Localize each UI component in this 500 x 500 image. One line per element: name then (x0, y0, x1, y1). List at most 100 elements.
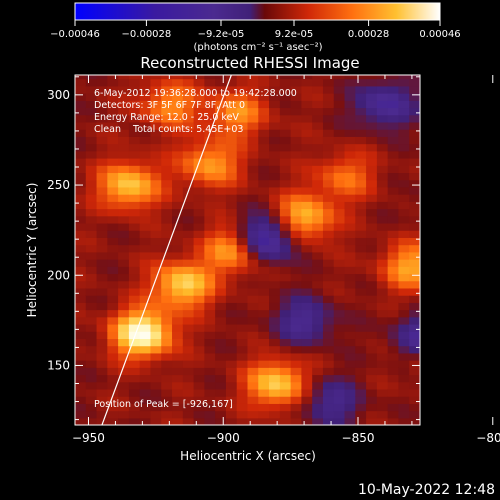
heatmap-cell (139, 295, 152, 303)
heatmap-cell (312, 381, 324, 390)
heatmap-cell (193, 150, 205, 159)
heatmap-cell (269, 244, 281, 253)
heatmap-cell (301, 374, 313, 383)
heatmap-cell (398, 287, 410, 296)
heatmap-cell (312, 75, 324, 80)
heatmap-cell (150, 287, 162, 296)
heatmap-cell (258, 237, 270, 246)
heatmap-cell (322, 194, 335, 202)
heatmap-cell (344, 259, 356, 267)
heatmap-cell (150, 201, 162, 210)
heatmap-cell (182, 280, 195, 289)
heatmap-cell (279, 309, 292, 318)
heatmap-cell (409, 222, 420, 231)
heatmap-cell (409, 287, 420, 296)
heatmap-cell (128, 107, 141, 116)
heatmap-cell (290, 194, 303, 202)
heatmap-cell (398, 215, 410, 224)
heatmap-cell (398, 165, 410, 174)
heatmap-cell (225, 266, 238, 275)
heatmap-cell (344, 114, 356, 123)
heatmap-cell (322, 388, 335, 397)
heatmap-cell (344, 367, 356, 376)
heatmap-cell (85, 316, 98, 325)
heatmap-cell (182, 208, 195, 217)
heatmap-cell (366, 165, 378, 174)
heatmap-cell (322, 129, 335, 137)
heatmap-cell (85, 100, 98, 109)
heatmap-cell (269, 172, 281, 181)
heatmap-cell (247, 360, 259, 368)
heatmap-cell (96, 237, 108, 246)
heatmap-cell (290, 345, 303, 354)
heatmap-cell (96, 215, 108, 224)
heatmap-cell (355, 222, 367, 231)
heatmap-cell (387, 129, 400, 137)
heatmap-cell (204, 381, 216, 390)
annotation-detectors: Detectors: 3F 5F 6F 7F 8F, Att 0 (94, 100, 245, 111)
heatmap-cell (333, 374, 346, 383)
heatmap-cell (236, 302, 249, 311)
heatmap-cell (107, 150, 119, 159)
heatmap-cell (128, 410, 141, 419)
heatmap-cell (85, 251, 98, 260)
heatmap-cell (236, 215, 249, 224)
heatmap-cell (344, 331, 356, 340)
heatmap-cell (236, 121, 249, 130)
heatmap-cell (398, 403, 410, 412)
heatmap-cell (269, 179, 281, 188)
heatmap-cell (301, 222, 313, 231)
heatmap-cell (204, 273, 216, 282)
heatmap-cell (290, 129, 303, 137)
heatmap-cell (75, 107, 87, 116)
heatmap-cell (376, 186, 389, 195)
heatmap-cell (150, 215, 162, 224)
heatmap-cell (366, 107, 378, 116)
heatmap-cell (161, 287, 173, 296)
heatmap-cell (355, 396, 367, 404)
heatmap-cell (118, 345, 130, 354)
heatmap-cell (258, 201, 270, 210)
heatmap-cell (279, 295, 292, 303)
heatmap-cell (387, 244, 400, 253)
heatmap-cell (193, 222, 205, 231)
heatmap-cell (172, 323, 184, 332)
heatmap-cell (172, 222, 184, 231)
heatmap-cell (161, 150, 173, 159)
heatmap-cell (204, 165, 216, 174)
heatmap-cell (366, 352, 378, 361)
heatmap-cell (301, 85, 313, 94)
heatmap-cell (301, 208, 313, 217)
heatmap-cell (333, 237, 346, 246)
heatmap-cell (172, 266, 184, 275)
heatmap-cell (398, 316, 410, 325)
heatmap-cell (236, 331, 249, 340)
heatmap-cell (139, 410, 152, 419)
heatmap-cell (247, 230, 259, 238)
heatmap-cell (355, 259, 367, 267)
heatmap-cell (139, 136, 152, 145)
heatmap-cell (85, 388, 98, 397)
heatmap-cell (279, 381, 292, 390)
heatmap-cell (290, 259, 303, 267)
heatmap-cell (236, 85, 249, 94)
heatmap-cell (139, 215, 152, 224)
heatmap-cell (204, 208, 216, 217)
heatmap-cell (312, 302, 324, 311)
heatmap-cell (85, 287, 98, 296)
annotation-energy-range: Energy Range: 12.0 - 25.0 keV (94, 112, 239, 123)
heatmap-cell (172, 85, 184, 94)
heatmap-cell (215, 381, 227, 390)
heatmap-cell (312, 201, 324, 210)
heatmap-cell (215, 194, 227, 202)
heatmap-cell (312, 309, 324, 318)
heatmap-cell (387, 165, 400, 174)
heatmap-cell (322, 396, 335, 404)
heatmap-cell (409, 136, 420, 145)
heatmap-cell (128, 280, 141, 289)
heatmap-cell (96, 259, 108, 267)
heatmap-cell (172, 93, 184, 101)
heatmap-cell (172, 194, 184, 202)
heatmap-cell (269, 287, 281, 296)
heatmap-cell (312, 403, 324, 412)
